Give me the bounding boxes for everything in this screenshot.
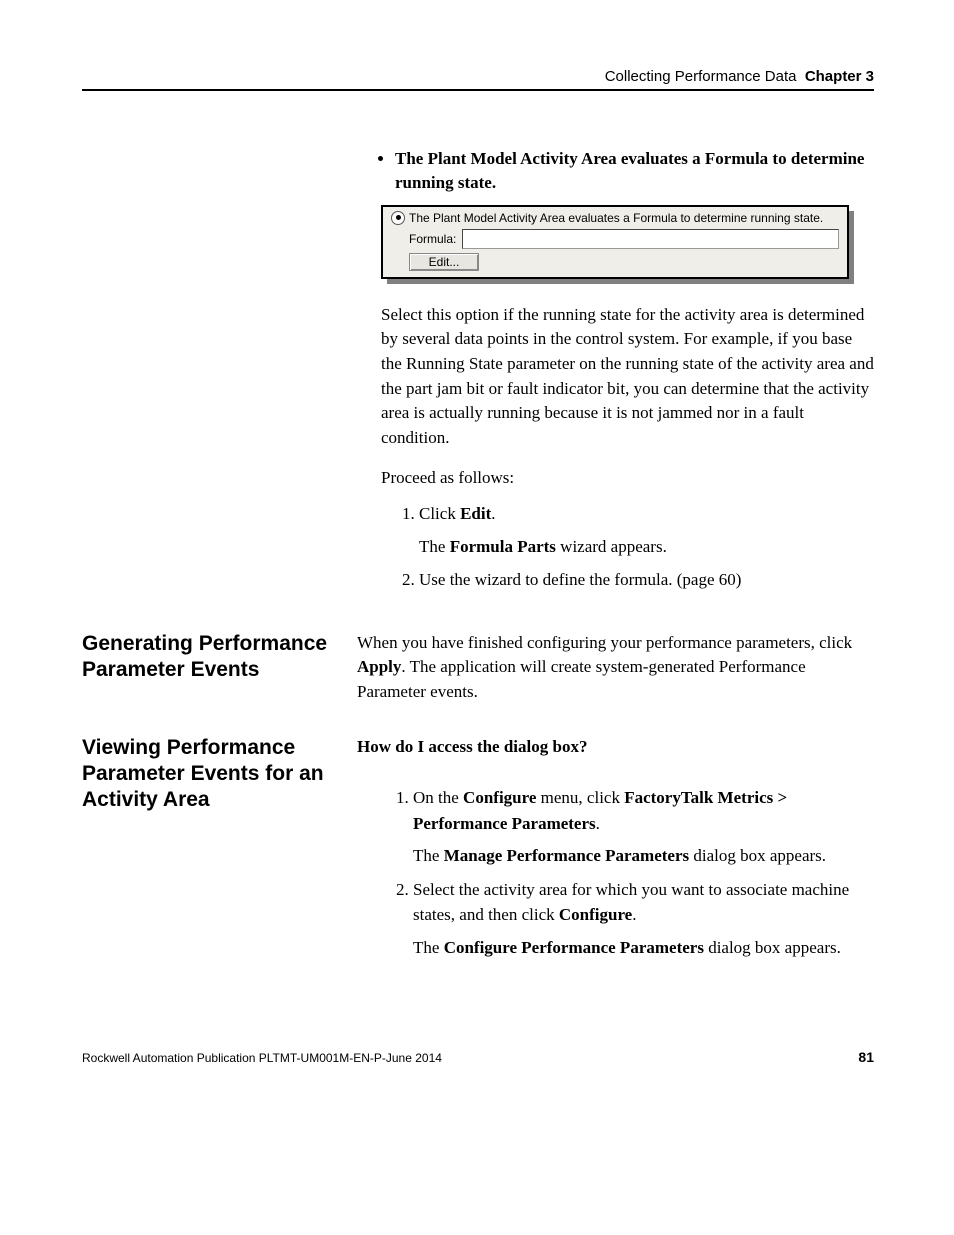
bullet-text: The Plant Model Activity Area evaluates … [395, 149, 864, 192]
paragraph-select-option: Select this option if the running state … [381, 303, 874, 451]
screenshot-formula-option: The Plant Model Activity Area evaluates … [381, 205, 849, 279]
vs2-bold: Configure [559, 905, 632, 924]
vs2-res-bold: Configure Performance Parameters [444, 938, 704, 957]
vs1-b1: Configure [463, 788, 536, 807]
step-1-result-bold: Formula Parts [450, 537, 556, 556]
bullet-formula-option: The Plant Model Activity Area evaluates … [395, 147, 874, 195]
footer-publication: Rockwell Automation Publication PLTMT-UM… [82, 1051, 442, 1065]
edit-button[interactable]: Edit... [409, 253, 479, 271]
heading-viewing-events: Viewing Performance Parameter Events for… [82, 735, 347, 814]
proceed-label: Proceed as follows: [381, 466, 874, 491]
vs2-post: . [632, 905, 636, 924]
vs2-res-pre: The [413, 938, 444, 957]
page-header: Collecting Performance Data Chapter 3 [82, 68, 874, 91]
radio-formula-option-label: The Plant Model Activity Area evaluates … [409, 211, 823, 225]
header-section: Collecting Performance Data [605, 68, 797, 85]
vs1-pre: On the [413, 788, 463, 807]
step-2: Use the wizard to define the formula. (p… [419, 567, 874, 593]
step-1: Click Edit. The Formula Parts wizard app… [419, 501, 874, 559]
vs1-res-bold: Manage Performance Parameters [444, 846, 689, 865]
step-1-post: . [491, 504, 495, 523]
heading-generating-events: Generating Performance Parameter Events [82, 631, 347, 684]
footer-page-number: 81 [858, 1049, 874, 1065]
step-1-bold: Edit [460, 504, 491, 523]
question-access-dialog: How do I access the dialog box? [357, 735, 874, 760]
step-1-pre: Click [419, 504, 460, 523]
gen-pre: When you have finished configuring your … [357, 633, 852, 652]
gen-bold: Apply [357, 657, 401, 676]
vs2-res-post: dialog box appears. [704, 938, 841, 957]
view-step-1: On the Configure menu, click FactoryTalk… [413, 785, 874, 869]
step-1-result-post: wizard appears. [556, 537, 667, 556]
page-footer: Rockwell Automation Publication PLTMT-UM… [82, 1049, 874, 1065]
gen-post: . The application will create system-gen… [357, 657, 806, 701]
vs1-post: . [596, 814, 600, 833]
formula-input[interactable] [462, 229, 839, 249]
para-generating-events: When you have finished configuring your … [357, 631, 874, 705]
formula-label: Formula: [409, 232, 456, 246]
step-1-result-pre: The [419, 537, 450, 556]
vs1-mid: menu, click [536, 788, 624, 807]
radio-formula-option-icon[interactable] [391, 211, 405, 225]
header-chapter: Chapter 3 [805, 68, 874, 85]
vs1-res-pre: The [413, 846, 444, 865]
view-step-2: Select the activity area for which you w… [413, 877, 874, 961]
vs1-res-post: dialog box appears. [689, 846, 826, 865]
step-2-text: Use the wizard to define the formula. (p… [419, 570, 741, 589]
